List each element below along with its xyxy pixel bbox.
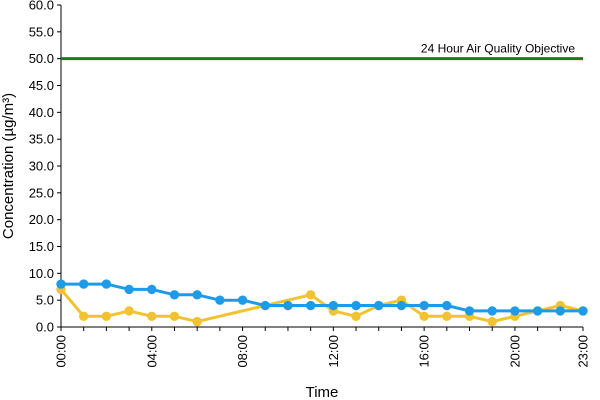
y-tick-label: 45.0 [29, 78, 54, 93]
y-tick-label: 25.0 [29, 185, 54, 200]
data-point [419, 300, 429, 311]
y-tick-label: 15.0 [29, 239, 54, 254]
data-point [260, 300, 270, 311]
data-point [101, 279, 112, 289]
x-axis-ticks: 00:00 04:00 08:00 12:00 16:00 20:00 23:00 [54, 327, 591, 368]
data-point [532, 306, 543, 316]
data-point [578, 306, 588, 316]
y-tick-label: 50.0 [29, 51, 54, 66]
series-line [61, 282, 583, 313]
data-point [283, 300, 293, 311]
x-tick-label: 20:00 [507, 335, 522, 368]
x-axis-title: Time [306, 384, 339, 400]
x-tick-label: 16:00 [417, 335, 432, 368]
y-tick-label: 0.0 [36, 320, 54, 335]
data-point [78, 279, 89, 289]
data-point [147, 284, 157, 295]
data-point [124, 306, 134, 316]
y-axis-title: Concentration (µg/m³) [0, 93, 17, 239]
y-axis-ticks: 0.0 5.0 10.0 15.0 20.0 25.0 30.0 35.0 40.0 45.0 50… [29, 0, 61, 335]
x-tick-label: 12:00 [326, 335, 341, 368]
data-point [464, 306, 475, 316]
data-point [351, 311, 361, 321]
x-tick-label: 08:00 [235, 335, 250, 368]
data-point [147, 311, 157, 321]
data-series [56, 279, 588, 327]
data-point [487, 316, 497, 327]
x-tick-label: 04:00 [144, 335, 159, 368]
y-tick-label: 35.0 [29, 132, 54, 147]
data-point [442, 300, 452, 311]
y-tick-label: 10.0 [29, 266, 54, 281]
data-point [215, 295, 225, 305]
data-point [442, 311, 452, 321]
y-tick-label: 60.0 [29, 0, 54, 13]
data-point [237, 295, 248, 305]
data-point [555, 306, 566, 316]
data-point [510, 306, 520, 316]
data-point [169, 311, 180, 321]
data-point [374, 300, 384, 311]
x-tick-label: 23:00 [576, 335, 591, 368]
data-point [192, 316, 202, 327]
data-point [124, 284, 134, 295]
x-tick-label: 00:00 [54, 335, 69, 368]
data-point [169, 290, 180, 300]
data-point [351, 300, 361, 311]
data-point [305, 300, 316, 311]
data-point [192, 290, 202, 300]
y-tick-label: 55.0 [29, 24, 54, 39]
y-tick-label: 40.0 [29, 105, 54, 120]
data-point [56, 279, 66, 289]
y-tick-label: 30.0 [29, 159, 54, 174]
data-point [305, 290, 316, 300]
series-0 [56, 279, 588, 316]
data-point [78, 311, 89, 321]
data-point [101, 311, 112, 321]
y-tick-label: 20.0 [29, 212, 54, 227]
y-tick-label: 5.0 [36, 293, 54, 308]
air-quality-objective-label: 24 Hour Air Quality Objective [421, 42, 575, 56]
data-point [396, 300, 407, 311]
data-point [419, 311, 429, 321]
reference-line-group: 24 Hour Air Quality Objective [61, 42, 583, 61]
data-point [328, 300, 339, 311]
data-point [487, 306, 497, 316]
